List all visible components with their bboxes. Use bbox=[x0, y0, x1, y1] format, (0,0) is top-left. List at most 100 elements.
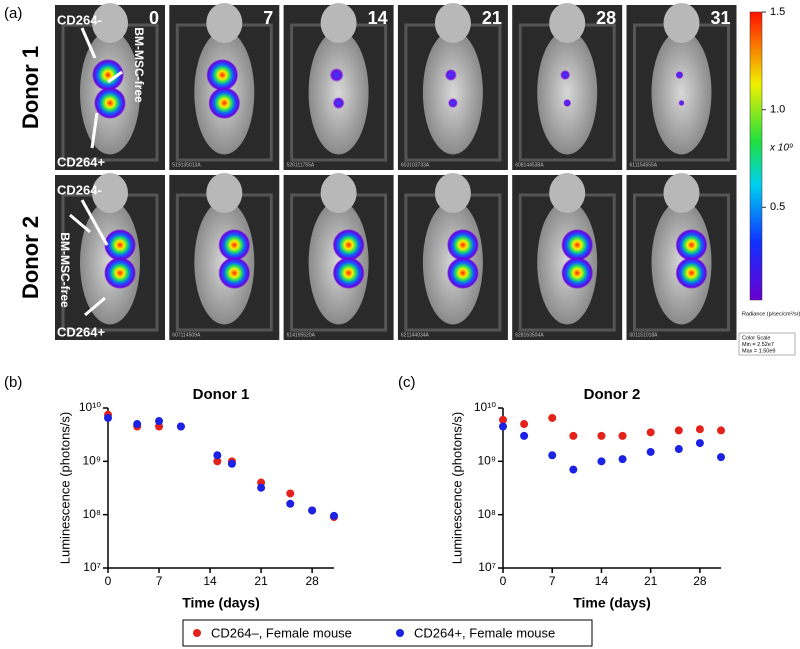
signal bbox=[208, 87, 241, 119]
panel-label: (c) bbox=[398, 374, 416, 391]
mouse-image: 28 608144538A bbox=[512, 3, 623, 170]
scale-note: Color Scale bbox=[742, 335, 770, 341]
data-point bbox=[674, 426, 683, 435]
colorbar bbox=[749, 11, 763, 301]
data-point bbox=[548, 451, 557, 460]
signal bbox=[332, 97, 345, 109]
arrow bbox=[69, 213, 91, 234]
legend-label: CD264+, Female mouse bbox=[414, 625, 555, 640]
signal bbox=[561, 257, 594, 289]
mouse-head bbox=[549, 173, 586, 213]
arrow bbox=[84, 296, 106, 317]
row-label: Donor 1 bbox=[18, 46, 43, 129]
y-tick-label: 10⁹ bbox=[478, 454, 497, 468]
scale-note: Max = 1.50e9 bbox=[742, 348, 775, 354]
day-label: 21 bbox=[482, 8, 502, 28]
x-tick-label: 28 bbox=[693, 574, 707, 588]
signal bbox=[94, 87, 126, 119]
chart-title: Donor 1 bbox=[193, 386, 250, 403]
y-axis-label: Luminescence (photons/s) bbox=[57, 412, 72, 564]
image-id: 607114509A bbox=[172, 332, 201, 338]
data-point bbox=[155, 422, 164, 431]
data-point bbox=[646, 447, 655, 456]
data-point bbox=[695, 439, 704, 448]
data-point bbox=[569, 431, 578, 440]
signal bbox=[561, 229, 594, 261]
x-tick-label: 28 bbox=[305, 574, 319, 588]
arrow bbox=[107, 70, 123, 84]
data-point bbox=[548, 413, 557, 422]
signal bbox=[675, 229, 708, 261]
mouse-head bbox=[92, 3, 128, 43]
signal bbox=[104, 257, 136, 289]
data-point bbox=[330, 511, 338, 520]
day-label: 0 bbox=[149, 8, 159, 28]
colorbar-tick-label: 0.5 bbox=[770, 201, 785, 213]
y-tick-label: 10⁸ bbox=[83, 507, 101, 521]
panel-label: (a) bbox=[4, 5, 22, 22]
y-tick-label: 10¹⁰ bbox=[474, 400, 496, 414]
signal bbox=[447, 98, 458, 108]
mouse-image: 7 519135013A bbox=[169, 3, 280, 170]
image-id: 628163504A bbox=[515, 332, 544, 338]
mouse-image: 614195520A bbox=[283, 173, 394, 340]
mouse-head bbox=[549, 3, 586, 43]
y-tick-label: 10⁹ bbox=[83, 454, 102, 468]
signal bbox=[678, 100, 685, 106]
arrow bbox=[80, 199, 109, 246]
data-point bbox=[717, 426, 725, 435]
y-tick-label: 10⁷ bbox=[478, 560, 496, 574]
image-id: 603103733A bbox=[401, 162, 430, 168]
signal bbox=[675, 71, 684, 79]
legend-marker bbox=[193, 629, 201, 637]
image-id: 614195520A bbox=[287, 332, 316, 338]
scale-box bbox=[738, 332, 796, 356]
data-point bbox=[717, 453, 725, 462]
mouse-image: 31 611154555A bbox=[626, 3, 737, 170]
mouse-image: 001151018A bbox=[626, 173, 737, 340]
data-point bbox=[104, 413, 112, 422]
data-point bbox=[674, 445, 683, 454]
image-id: 526111755A bbox=[287, 162, 315, 168]
signal bbox=[563, 99, 572, 107]
data-point bbox=[520, 420, 529, 429]
mouse-image: 621144034A bbox=[397, 173, 508, 340]
mouse-body bbox=[537, 30, 598, 155]
data-point bbox=[520, 431, 529, 440]
mouse-head bbox=[206, 3, 243, 43]
data-point bbox=[499, 415, 507, 424]
signal bbox=[332, 229, 365, 261]
signal bbox=[218, 257, 251, 289]
data-point bbox=[618, 455, 627, 464]
x-axis-label: Time (days) bbox=[573, 595, 651, 611]
data-point bbox=[597, 457, 606, 466]
image-id: 621144034A bbox=[401, 332, 430, 338]
data-point bbox=[227, 459, 236, 468]
x-tick-label: 0 bbox=[500, 574, 507, 588]
colorbar-tick-label: 1.5 bbox=[770, 6, 785, 18]
annotation: BM-MSC-free bbox=[58, 232, 72, 308]
legend-label: CD264–, Female mouse bbox=[211, 625, 352, 640]
signal bbox=[675, 257, 708, 289]
mouse-head bbox=[320, 3, 357, 43]
day-label: 31 bbox=[710, 8, 730, 28]
mouse-image: 628163504A bbox=[512, 173, 623, 340]
mouse-body bbox=[422, 30, 483, 155]
data-point bbox=[213, 451, 222, 460]
y-tick-label: 10⁷ bbox=[83, 560, 101, 574]
colorbar-title: Radiance (p/sec/cm²/sr) bbox=[742, 311, 800, 317]
signal bbox=[218, 229, 251, 261]
data-point bbox=[646, 428, 655, 437]
signal bbox=[92, 59, 124, 91]
signal bbox=[332, 257, 365, 289]
x-tick-label: 0 bbox=[105, 574, 112, 588]
chart-title: Donor 2 bbox=[584, 386, 641, 403]
scale-note: Min = 2.52e7 bbox=[742, 342, 774, 348]
mouse-head bbox=[663, 173, 700, 213]
data-point bbox=[286, 499, 295, 508]
data-point bbox=[257, 483, 266, 492]
data-point bbox=[286, 489, 295, 498]
y-tick-label: 10⁸ bbox=[478, 507, 496, 521]
